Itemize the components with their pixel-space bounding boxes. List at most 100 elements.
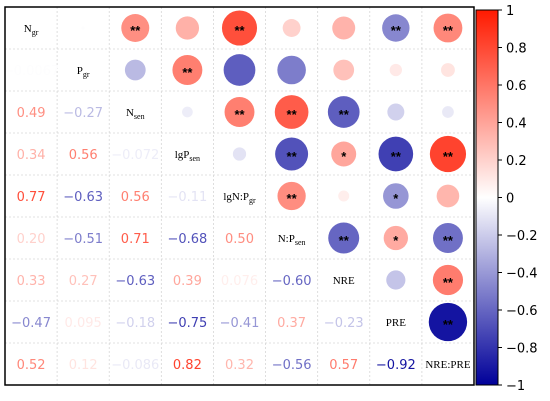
correlation-circle bbox=[338, 190, 350, 202]
correlation-value: 0.095 bbox=[65, 316, 102, 331]
colorbar-tick-label: −1 bbox=[506, 379, 525, 394]
correlation-value: −0.18 bbox=[115, 316, 155, 331]
correlation-value: −0.23 bbox=[324, 316, 364, 331]
significance-marker: ** bbox=[234, 107, 245, 122]
variable-label: NRE:PRE bbox=[425, 359, 471, 371]
significance-marker: * bbox=[393, 191, 399, 206]
correlation-value: 0.39 bbox=[173, 274, 202, 289]
correlation-value: 0.56 bbox=[69, 148, 98, 163]
colorbar-tick-label: −0.4 bbox=[506, 267, 538, 282]
variable-label-base: P bbox=[77, 65, 83, 77]
correlation-value: −0.68 bbox=[167, 232, 207, 247]
correlation-circle bbox=[442, 106, 454, 118]
correlation-value: −0.27 bbox=[63, 106, 103, 121]
correlation-circle bbox=[331, 141, 357, 167]
variable-label-sub: sen bbox=[134, 112, 145, 121]
variable-label-base: N bbox=[126, 107, 134, 119]
significance-marker: ** bbox=[287, 191, 298, 206]
correlation-value: 0.57 bbox=[329, 358, 358, 373]
variable-label-sub: sen bbox=[295, 238, 306, 247]
correlation-circle bbox=[121, 14, 150, 42]
colorbar-tick-label: −0.8 bbox=[506, 342, 538, 357]
correlation-value: −0.47 bbox=[11, 316, 51, 331]
correlation-circle bbox=[389, 63, 402, 77]
correlation-value: 0.20 bbox=[17, 232, 46, 247]
colorbar-tick-label: 0.6 bbox=[506, 79, 527, 94]
correlation-value: −0.41 bbox=[220, 316, 260, 331]
significance-marker: ** bbox=[443, 23, 454, 38]
correlation-value: −0.60 bbox=[272, 274, 312, 289]
variable-label: lgPsen bbox=[175, 149, 200, 163]
variable-label-base: NRE bbox=[333, 275, 355, 287]
correlation-value: −0.92 bbox=[376, 358, 416, 373]
correlation-value: −0.51 bbox=[63, 232, 103, 247]
correlation-circle bbox=[223, 54, 256, 86]
correlation-value: 0.82 bbox=[173, 358, 202, 373]
variable-label: Ngr bbox=[24, 23, 39, 37]
correlation-circle bbox=[124, 59, 146, 81]
significance-marker: ** bbox=[234, 23, 245, 38]
correlation-value: −0.56 bbox=[272, 358, 312, 373]
correlation-circle bbox=[428, 302, 468, 342]
significance-marker: ** bbox=[287, 149, 298, 164]
correlation-circle bbox=[328, 222, 360, 254]
correlation-circle bbox=[382, 14, 410, 42]
correlation-circle bbox=[333, 59, 355, 81]
correlation-value: 0.27 bbox=[69, 274, 98, 289]
correlation-value: 0.71 bbox=[121, 232, 150, 247]
correlation-value: 0.49 bbox=[17, 106, 46, 121]
colorbar: 1 0.8 0.6 0.4 0.2 0 −0.2 −0.4 −0.6 −0.8 −1 bbox=[475, 4, 538, 394]
variable-label-sub: gr bbox=[32, 28, 39, 37]
variable-label-base: N bbox=[24, 23, 32, 35]
correlation-value: −0.11 bbox=[167, 190, 207, 205]
significance-marker: ** bbox=[287, 107, 298, 122]
correlation-value: 0.50 bbox=[225, 232, 254, 247]
correlation-value: 0.32 bbox=[225, 358, 254, 373]
correlation-value: 0.52 bbox=[17, 358, 46, 373]
colorbar-tick-label: 0 bbox=[506, 192, 514, 207]
significance-marker: * bbox=[341, 149, 347, 164]
variable-label-base: lgN:P bbox=[223, 191, 249, 203]
significance-marker: ** bbox=[443, 149, 454, 164]
correlation-circle bbox=[232, 147, 247, 161]
variable-label-sub: sen bbox=[189, 154, 200, 163]
variable-label-base: lgP bbox=[175, 149, 190, 161]
variable-label: Nsen bbox=[126, 107, 145, 121]
correlation-circle bbox=[387, 103, 405, 121]
variable-label: PRE bbox=[386, 317, 406, 329]
correlation-value: −0.0067 bbox=[3, 64, 59, 79]
correlation-value: −0.63 bbox=[115, 274, 155, 289]
variable-label-base: N:P bbox=[278, 233, 295, 245]
significance-marker: ** bbox=[339, 107, 350, 122]
variable-label-sub: gr bbox=[83, 70, 90, 79]
correlation-circle bbox=[81, 26, 85, 30]
correlation-value: 0.77 bbox=[17, 190, 46, 205]
correlation-circle bbox=[182, 106, 193, 118]
significance-marker: ** bbox=[182, 65, 193, 80]
correlation-circle bbox=[277, 181, 306, 211]
correlation-value: 0.34 bbox=[17, 148, 46, 163]
variable-label: Pgr bbox=[77, 65, 90, 79]
correlation-circle bbox=[172, 55, 203, 85]
variable-label-base: NRE:PRE bbox=[425, 359, 471, 371]
correlation-circle bbox=[327, 96, 360, 128]
correlation-circle bbox=[432, 223, 463, 253]
correlation-circle bbox=[432, 264, 464, 296]
colorbar-tick-label: −0.6 bbox=[506, 304, 538, 319]
correlation-circle bbox=[383, 183, 409, 209]
colorbar-tick-label: 1 bbox=[506, 4, 514, 19]
significance-marker: * bbox=[393, 233, 399, 248]
correlation-circle bbox=[383, 225, 408, 251]
correlation-value: −0.75 bbox=[167, 316, 207, 331]
correlation-circle bbox=[282, 19, 301, 37]
significance-marker: ** bbox=[443, 317, 454, 332]
significance-marker: ** bbox=[443, 233, 454, 248]
correlation-circle bbox=[429, 135, 467, 173]
correlation-value: −0.072 bbox=[111, 148, 159, 163]
colorbar-tick-label: −0.2 bbox=[506, 229, 538, 244]
colorbar-tick-label: 0.2 bbox=[506, 154, 527, 169]
matrix-grid bbox=[5, 7, 474, 385]
significance-marker: ** bbox=[339, 233, 350, 248]
correlation-circle bbox=[275, 137, 309, 171]
